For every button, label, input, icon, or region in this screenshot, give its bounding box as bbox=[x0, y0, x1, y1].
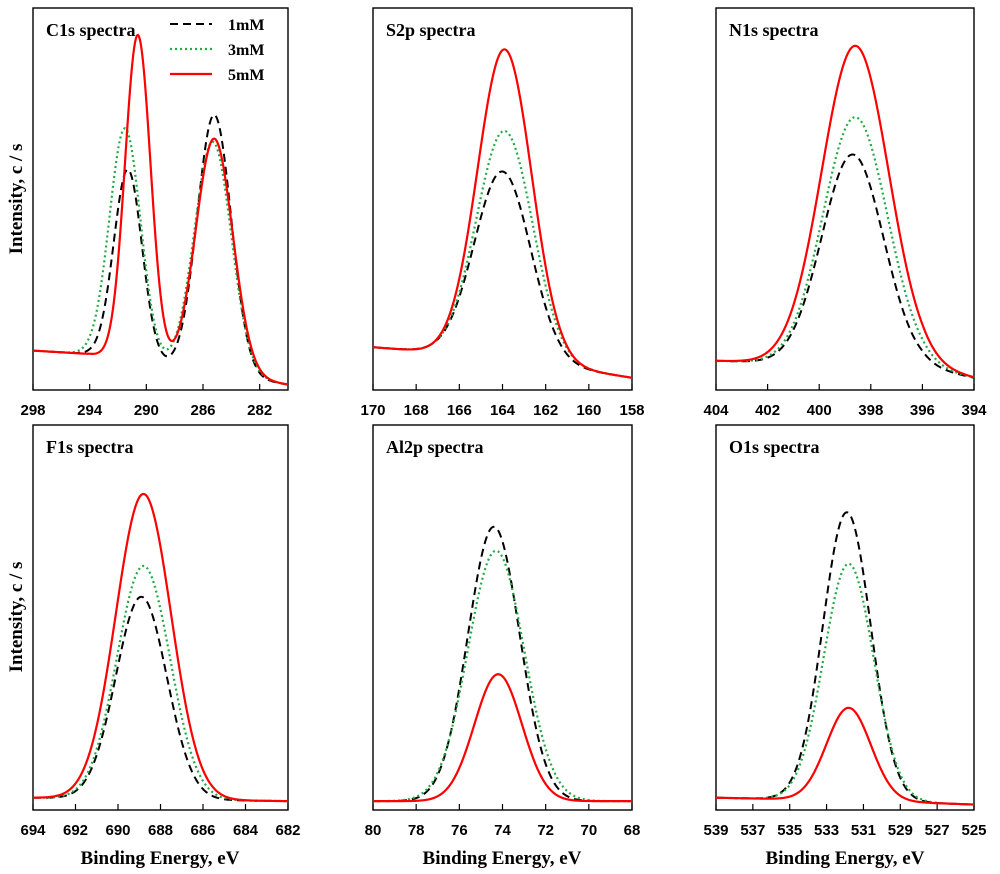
x-tick-label: 684 bbox=[233, 822, 259, 839]
x-tick-label: 537 bbox=[740, 822, 765, 839]
plot-frame bbox=[32, 7, 289, 391]
plot-frame bbox=[372, 7, 633, 391]
chart-panel-2: S2p spectra 170 168 166 164 162 160 158 bbox=[360, 7, 645, 419]
x-tick-label: 402 bbox=[755, 402, 780, 419]
series-line-1mM bbox=[33, 595, 288, 803]
x-tick-label: 298 bbox=[20, 402, 45, 419]
x-tick-label: 170 bbox=[360, 402, 385, 419]
panel-title: F1s spectra bbox=[46, 437, 133, 457]
legend: 1mM 3mM 5mM bbox=[170, 17, 264, 84]
panel-title: C1s spectra bbox=[46, 20, 135, 40]
panel-title: N1s spectra bbox=[729, 20, 818, 40]
series-line-5mM bbox=[373, 48, 632, 379]
x-tick-label: 158 bbox=[619, 402, 644, 419]
chart-panel-4: F1s spectra 694 692 690 688 686 684 682 bbox=[20, 424, 301, 839]
chart-panel-6: O1s spectra 539 537 535 533 531 529 527 525 bbox=[703, 424, 987, 839]
x-tick-label: 688 bbox=[148, 822, 173, 839]
series-line-3mM bbox=[33, 127, 288, 386]
panel-title: O1s spectra bbox=[729, 437, 819, 457]
x-tick-label: 525 bbox=[961, 822, 986, 839]
x-tick-label: 694 bbox=[20, 822, 46, 839]
x-tick-label: 535 bbox=[777, 822, 802, 839]
plot-frame bbox=[32, 424, 289, 811]
plot-frame bbox=[372, 424, 633, 811]
x-axis-label: Binding Energy, eV bbox=[423, 848, 582, 869]
x-tick-label: 160 bbox=[576, 402, 601, 419]
x-tick-label: 286 bbox=[190, 402, 215, 419]
y-axis-label: Intensity, c / s bbox=[6, 144, 27, 255]
x-tick-label: 539 bbox=[703, 822, 728, 839]
x-tick-label: 68 bbox=[624, 822, 641, 839]
x-tick-label: 70 bbox=[580, 822, 597, 839]
x-tick-label: 168 bbox=[404, 402, 429, 419]
plot-frame bbox=[715, 7, 975, 391]
x-tick-label: 533 bbox=[814, 822, 839, 839]
x-tick-label: 527 bbox=[925, 822, 950, 839]
x-tick-label: 396 bbox=[910, 402, 935, 419]
x-tick-label: 78 bbox=[408, 822, 425, 839]
series-line-3mM bbox=[33, 564, 288, 803]
series-line-5mM bbox=[373, 673, 632, 803]
x-tick-label: 692 bbox=[63, 822, 88, 839]
x-tick-label: 166 bbox=[447, 402, 472, 419]
series-line-3mM bbox=[716, 116, 974, 379]
series-line-3mM bbox=[716, 562, 974, 806]
x-tick-label: 398 bbox=[858, 402, 883, 419]
x-tick-label: 686 bbox=[190, 822, 215, 839]
x-tick-label: 72 bbox=[537, 822, 554, 839]
x-tick-label: 404 bbox=[703, 402, 729, 419]
panel-title: Al2p spectra bbox=[386, 437, 484, 457]
x-tick-label: 682 bbox=[275, 822, 300, 839]
plot-frame bbox=[715, 424, 975, 811]
x-tick-label: 80 bbox=[365, 822, 382, 839]
x-tick-label: 531 bbox=[851, 822, 876, 839]
series-line-1mM bbox=[373, 170, 632, 379]
legend-label-1mM: 1mM bbox=[228, 17, 264, 34]
x-axis-label: Binding Energy, eV bbox=[766, 848, 925, 869]
chart-panel-3: N1s spectra 404 402 400 398 396 394 bbox=[703, 7, 987, 419]
chart-panel-1: C1s spectra 298 294 290 286 282 bbox=[20, 7, 289, 419]
x-tick-label: 164 bbox=[490, 402, 516, 419]
series-line-1mM bbox=[716, 153, 974, 379]
x-axis-label: Binding Energy, eV bbox=[81, 848, 240, 869]
x-tick-label: 529 bbox=[888, 822, 913, 839]
series-line-5mM bbox=[716, 44, 974, 379]
x-tick-label: 76 bbox=[451, 822, 468, 839]
x-tick-label: 400 bbox=[807, 402, 832, 419]
series-line-5mM bbox=[33, 33, 288, 386]
chart-panel-5: Al2p spectra 80 78 76 74 72 70 68 bbox=[365, 424, 641, 839]
series-line-5mM bbox=[716, 706, 974, 806]
series-line-5mM bbox=[33, 492, 288, 803]
x-tick-label: 74 bbox=[494, 822, 511, 839]
x-tick-label: 294 bbox=[77, 402, 103, 419]
panel-title: S2p spectra bbox=[386, 20, 476, 40]
series-line-3mM bbox=[373, 129, 632, 379]
legend-label-3mM: 3mM bbox=[228, 42, 264, 59]
y-axis-label: Intensity, c / s bbox=[6, 562, 27, 673]
x-tick-label: 394 bbox=[961, 402, 987, 419]
legend-label-5mM: 5mM bbox=[228, 67, 264, 84]
x-tick-label: 162 bbox=[533, 402, 558, 419]
x-tick-label: 690 bbox=[105, 822, 130, 839]
x-tick-label: 282 bbox=[247, 402, 272, 419]
series-line-1mM bbox=[373, 525, 632, 803]
series-line-1mM bbox=[716, 511, 974, 806]
x-tick-label: 290 bbox=[134, 402, 159, 419]
